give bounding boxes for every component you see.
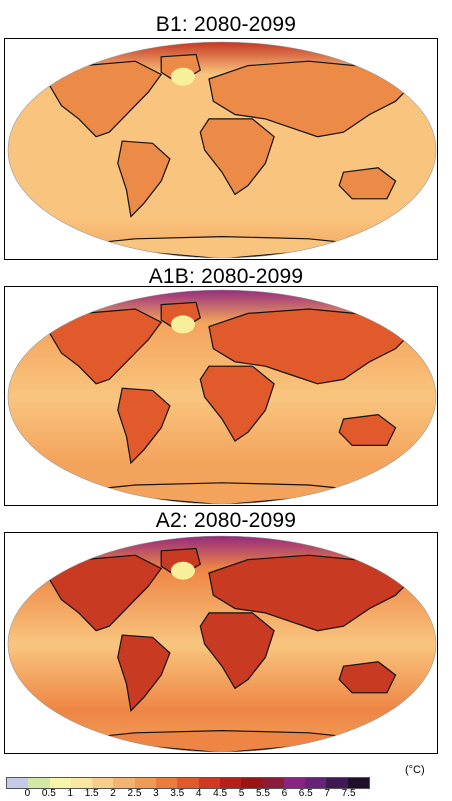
continent-australia [338,661,397,694]
map-panel-a1b [4,286,438,506]
world-map-a1b [7,289,437,505]
map-outline [7,41,437,259]
continent-eurasia [208,60,415,138]
colorbar-swatch [241,778,263,788]
colorbar-swatch [7,778,29,788]
colorbar-swatch [347,778,370,788]
continent-antarctica [70,482,374,504]
colorbar-tick-label: 0 [24,788,31,799]
map-outline [7,289,437,505]
continent-samerica [117,634,171,712]
colorbar-swatch [198,778,220,788]
continent-samerica [117,140,171,218]
colorbar-tick-label: 6.5 [298,788,313,799]
colorbar-swatch [134,778,157,788]
colorbar-tick-label: 5.5 [255,788,270,799]
colorbar-tick-label: 3.5 [170,788,185,799]
continent-africa [199,118,275,196]
continent-namerica [47,554,163,632]
colorbar-tick-label: 5 [238,788,245,799]
colorbar-tick-label: 2.5 [127,788,142,799]
world-map-b1 [7,41,437,259]
colorbar-swatch [92,778,114,788]
colorbar-tick-label: 3 [153,788,159,799]
colorbar-tick-label: 0.5 [41,788,56,799]
colorbar-swatch [156,778,178,788]
colorbar-tick-label: 2 [110,788,116,799]
panel-title-a1b: A1B: 2080-2099 [148,265,304,288]
north-atlantic-cold-spot [170,67,195,86]
colorbar-swatch [49,778,71,788]
continent-namerica [47,308,163,385]
map-panel-a2 [4,532,438,754]
continent-eurasia [208,308,415,385]
colorbar-unit: (°C) [405,764,425,776]
continent-africa [199,612,275,690]
colorbar-tick-label: 6 [281,788,288,799]
colorbar-swatch [28,778,50,788]
colorbar-tick-label: 7 [324,788,330,799]
colorbar-swatch [219,778,242,788]
map-outline [7,535,437,753]
panel-title-b1: B1: 2080-2099 [155,13,297,36]
colorbar-swatch [283,778,306,788]
continent-africa [199,365,275,442]
colorbar-swatch [262,778,284,788]
north-atlantic-cold-spot [170,561,195,580]
continent-australia [338,413,397,446]
colorbar-swatch [305,778,327,788]
continent-eurasia [208,554,415,632]
north-atlantic-cold-spot [170,315,195,334]
continent-antarctica [70,729,374,752]
colorbar-tick-label: 1 [67,788,74,799]
colorbar-tick-label: 4.5 [213,788,228,799]
continent-namerica [47,60,163,138]
colorbar-tick-label: 4 [195,788,202,799]
colorbar-tick-label: 1.5 [84,788,99,799]
colorbar-swatch [113,778,135,788]
map-panel-b1 [4,38,438,260]
colorbar-swatch [326,778,348,788]
continent-antarctica [70,235,374,258]
continent-samerica [117,387,171,465]
colorbar-tick-label: 7.5 [341,788,356,799]
panel-title-a2: A2: 2080-2099 [155,509,297,532]
temperature-colorbar [6,777,370,789]
colorbar-swatch [177,778,199,788]
continent-australia [338,167,397,200]
world-map-a2 [7,535,437,753]
colorbar-swatch [70,778,93,788]
